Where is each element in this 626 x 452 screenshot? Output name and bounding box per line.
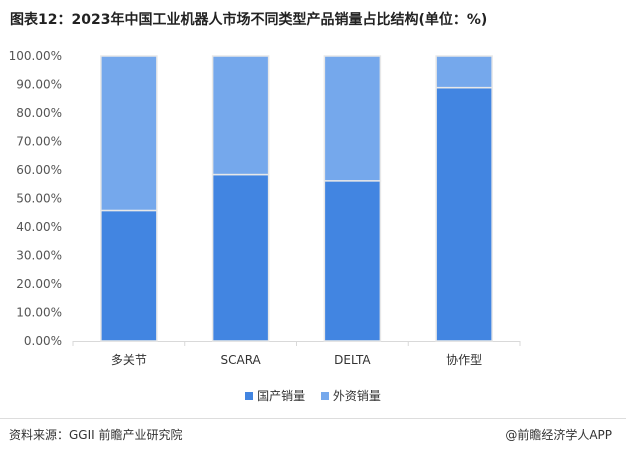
footer: 资料来源：GGII 前瞻产业研究院 @前瞻经济学人APP [0,418,626,452]
y-tick-label: 90.00% [16,78,62,92]
legend-swatch [245,391,254,400]
x-tick-label: DELTA [334,353,371,367]
legend: 国产销量 外资销量 [0,387,626,404]
legend-item-domestic: 国产销量 [245,387,305,404]
legend-label: 国产销量 [257,389,306,403]
bar-segment-foreign [100,55,158,212]
y-tick-label: 80.00% [16,106,62,120]
bar-segment-foreign [211,55,270,176]
y-tick-label: 30.00% [16,249,62,263]
y-tick-label: 20.00% [16,277,62,291]
bar-segment-domestic [211,173,270,342]
y-tick-label: 100.00% [9,49,62,63]
legend-label: 外资销量 [332,389,381,403]
x-tick-label: SCARA [220,353,261,367]
bar-segment-foreign [323,55,382,182]
y-tick-label: 0.00% [24,334,62,348]
legend-swatch [320,391,329,400]
bar-segment-domestic [323,180,382,342]
y-tick-label: 50.00% [16,192,62,206]
y-tick-label: 40.00% [16,220,62,234]
chart-plot: 0.00% 10.00% 20.00% 30.00% 40.00% 50.00% 60.00… [9,49,521,367]
y-tick-label: 10.00% [16,306,62,320]
y-tick-label: 60.00% [16,163,62,177]
chart-title: 图表12：2023年中国工业机器人市场不同类型产品销量占比结构(单位：%) [10,12,488,28]
x-tick-label: 协作型 [446,352,482,367]
x-tick-label: 多关节 [111,353,147,367]
y-tick-label: 70.00% [16,135,62,149]
legend-item-foreign: 外资销量 [320,387,381,404]
bar-segment-foreign [435,55,493,89]
bar-segment-domestic [100,209,158,342]
bar-segment-domestic [435,86,493,342]
source-note: 资料来源：GGII 前瞻产业研究院 [9,428,183,442]
brand-credit: @前瞻经济学人APP [505,428,612,442]
